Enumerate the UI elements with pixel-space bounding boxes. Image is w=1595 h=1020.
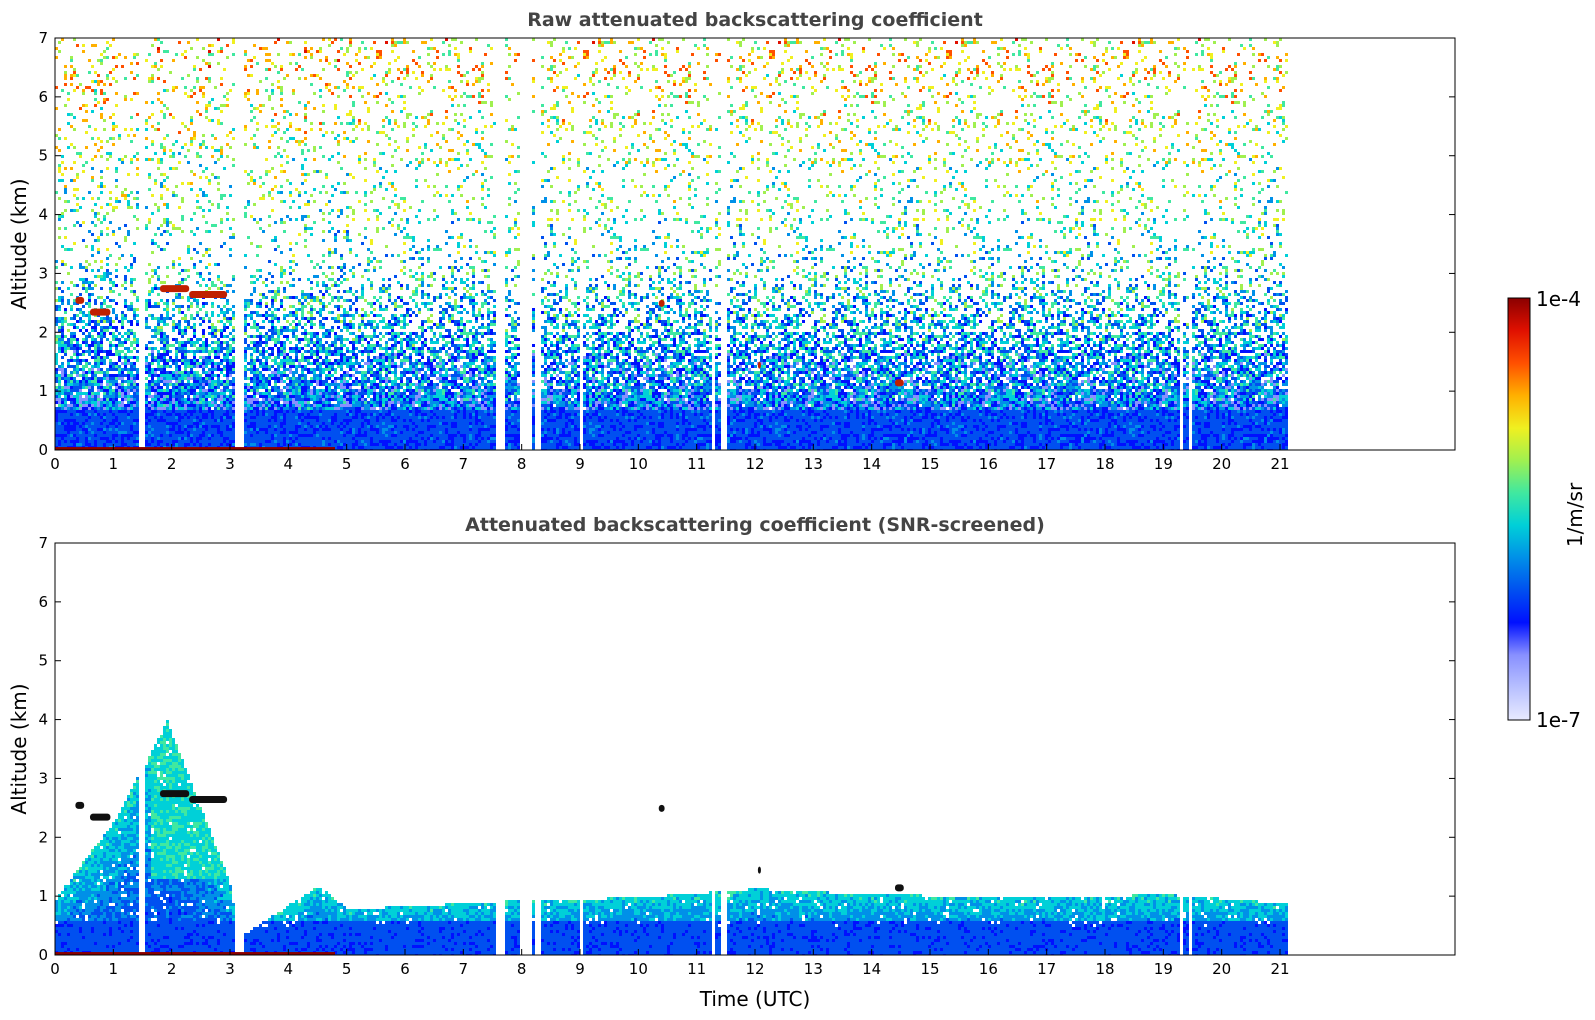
y-tick-label: 7 (38, 534, 48, 552)
x-tick-label: 20 (1212, 455, 1231, 473)
x-tick-label: 15 (920, 960, 939, 978)
x-tick-label: 5 (342, 960, 352, 978)
x-tick-label: 3 (225, 455, 235, 473)
cloud-feature (90, 813, 111, 821)
y-tick-label: 0 (38, 946, 48, 964)
surface-layer (55, 447, 335, 450)
x-tick-label: 7 (459, 455, 469, 473)
surface-layer (55, 952, 335, 955)
x-tick-label: 1 (109, 960, 119, 978)
x-tick-label: 4 (284, 960, 294, 978)
y-tick-label: 6 (38, 593, 48, 611)
x-tick-label: 13 (804, 960, 823, 978)
x-tick-label: 8 (517, 960, 527, 978)
x-tick-label: 19 (1154, 960, 1173, 978)
x-tick-label: 16 (979, 960, 998, 978)
cloud-feature (75, 801, 85, 809)
y-tick-label: 2 (38, 323, 48, 341)
y-tick-label: 7 (38, 29, 48, 47)
colorbar-unit-label: 1/m/sr (1563, 482, 1587, 547)
x-tick-label: 5 (342, 455, 352, 473)
x-tick-label: 20 (1212, 960, 1231, 978)
panel2-ylabel: Altitude (km) (7, 683, 31, 814)
panel2-xlabel: Time (UTC) (699, 987, 811, 1011)
panel2-title: Attenuated backscattering coefficient (S… (465, 514, 1045, 536)
y-tick-label: 4 (38, 711, 48, 729)
x-tick-label: 2 (167, 455, 177, 473)
y-tick-label: 1 (38, 382, 48, 400)
x-tick-label: 15 (920, 455, 939, 473)
cloud-feature (160, 790, 190, 798)
y-tick-label: 6 (38, 88, 48, 106)
panel1-title: Raw attenuated backscattering coefficien… (527, 9, 983, 31)
colorbar-min-label: 1e-7 (1536, 708, 1581, 732)
cloud-feature (757, 361, 761, 369)
x-tick-label: 6 (400, 960, 410, 978)
cloud-feature (895, 379, 904, 387)
x-tick-label: 9 (575, 960, 585, 978)
cloud-feature (189, 291, 228, 299)
x-tick-label: 21 (1270, 455, 1289, 473)
x-tick-label: 7 (459, 960, 469, 978)
x-tick-label: 2 (167, 960, 177, 978)
panel2-heatmap (55, 720, 1288, 955)
x-tick-label: 9 (575, 455, 585, 473)
cloud-feature (90, 308, 111, 316)
x-tick-label: 0 (50, 960, 60, 978)
x-tick-label: 3 (225, 960, 235, 978)
cloud-feature (189, 796, 228, 804)
x-tick-label: 11 (687, 455, 706, 473)
y-tick-label: 2 (38, 828, 48, 846)
panel1-ylabel: Altitude (km) (7, 178, 31, 309)
x-tick-label: 0 (50, 455, 60, 473)
panel1-ticks: 0 1 2 3 4 5 6 7 8 9 10 11 12 13 14 15 16 17 18 19 20 21012345… (38, 29, 1455, 473)
cloud-feature (658, 804, 665, 812)
x-tick-label: 12 (745, 960, 764, 978)
x-tick-label: 11 (687, 960, 706, 978)
y-tick-label: 4 (38, 206, 48, 224)
x-tick-label: 4 (284, 455, 294, 473)
y-tick-label: 5 (38, 147, 48, 165)
x-tick-label: 1 (109, 455, 119, 473)
x-tick-label: 8 (517, 455, 527, 473)
x-tick-label: 12 (745, 455, 764, 473)
y-tick-label: 3 (38, 769, 48, 787)
x-tick-label: 13 (804, 455, 823, 473)
x-tick-label: 6 (400, 455, 410, 473)
x-tick-label: 10 (629, 960, 648, 978)
y-tick-label: 1 (38, 887, 48, 905)
cloud-feature (75, 296, 85, 304)
x-tick-label: 21 (1270, 960, 1289, 978)
x-tick-label: 19 (1154, 455, 1173, 473)
panel2-ticks: 0 1 2 3 4 5 6 7 8 9 10 11 12 13 14 15 16 17 18 19 20 21012345… (38, 534, 1455, 978)
x-tick-label: 17 (1037, 455, 1056, 473)
y-tick-label: 5 (38, 652, 48, 670)
cloud-feature (895, 884, 904, 892)
cloud-feature (160, 285, 190, 293)
x-tick-label: 18 (1095, 455, 1114, 473)
y-tick-label: 0 (38, 441, 48, 459)
x-tick-label: 16 (979, 455, 998, 473)
cloud-feature (757, 866, 761, 874)
x-tick-label: 14 (862, 960, 881, 978)
panel1-heatmap (55, 38, 1288, 450)
colorbar-max-label: 1e-4 (1536, 287, 1581, 311)
x-tick-label: 17 (1037, 960, 1056, 978)
cloud-feature (658, 299, 665, 307)
x-tick-label: 10 (629, 455, 648, 473)
y-tick-label: 3 (38, 264, 48, 282)
colorbar (1507, 297, 1531, 721)
x-tick-label: 14 (862, 455, 881, 473)
x-tick-label: 18 (1095, 960, 1114, 978)
